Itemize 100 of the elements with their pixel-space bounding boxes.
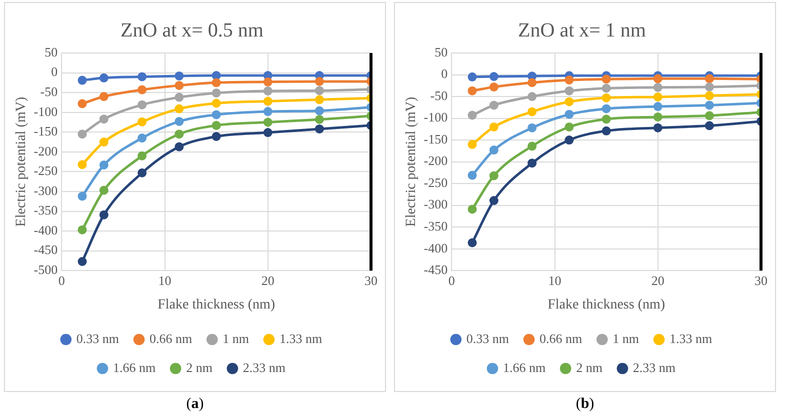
- point: [212, 88, 221, 98]
- y-tick-label: 0: [441, 66, 448, 82]
- point: [174, 142, 184, 152]
- y-tick-label: -200: [34, 143, 58, 158]
- point: [468, 140, 477, 149]
- point: [263, 107, 272, 116]
- point: [653, 92, 662, 102]
- legend-label: 2 nm: [576, 360, 602, 375]
- point: [314, 86, 324, 96]
- point: [528, 78, 537, 88]
- point: [212, 132, 221, 141]
- point: [704, 91, 714, 100]
- point: [653, 82, 662, 92]
- point: [314, 95, 324, 104]
- y-tick-label: -250: [424, 174, 448, 190]
- point: [212, 110, 221, 120]
- y-tick-label: -150: [424, 131, 448, 146]
- y-tick-label: 50: [44, 44, 58, 60]
- chart-title: ZnO at x= 0.5 nm: [120, 19, 264, 42]
- y-axis-title: Electric potential (mV): [404, 96, 420, 227]
- y-tick-label: 50: [434, 44, 448, 60]
- legend-label: 1.33 nm: [279, 330, 322, 346]
- legend-label: 0.66 nm: [540, 330, 582, 346]
- legend-label: 2.33 nm: [632, 360, 676, 375]
- point: [174, 104, 184, 114]
- point: [468, 72, 477, 82]
- point: [99, 92, 108, 102]
- point: [602, 84, 611, 93]
- legend-label: 2.33 nm: [242, 360, 286, 375]
- point: [704, 82, 714, 92]
- point: [653, 123, 662, 132]
- point: [174, 130, 184, 139]
- point: [138, 168, 147, 178]
- text: (b): [574, 396, 596, 413]
- y-tick-label: -50: [430, 88, 448, 103]
- x-tick-label: 20: [651, 272, 664, 288]
- point: [489, 100, 498, 110]
- point: [138, 151, 147, 160]
- point: [489, 122, 498, 132]
- point: [263, 118, 272, 127]
- point: [528, 142, 537, 151]
- point: [489, 82, 498, 92]
- point: [564, 86, 574, 96]
- point: [653, 74, 662, 84]
- point: [314, 114, 324, 124]
- point: [314, 76, 324, 86]
- point: [564, 75, 574, 84]
- point: [99, 210, 108, 220]
- point: [99, 160, 108, 170]
- point: [314, 106, 324, 116]
- legend-label: 0.66 nm: [150, 330, 192, 346]
- point: [212, 98, 221, 108]
- point: [564, 122, 574, 132]
- point: [263, 128, 272, 138]
- y-tick-label: -350: [34, 202, 58, 218]
- y-tick-label: -400: [424, 240, 448, 256]
- point: [653, 102, 662, 112]
- point: [468, 238, 477, 248]
- point: [174, 80, 184, 90]
- point: [99, 186, 108, 195]
- y-axis-title: Electric potential (mV): [14, 96, 30, 227]
- point: [489, 72, 498, 81]
- point: [314, 124, 324, 134]
- point: [138, 72, 147, 82]
- point: [528, 123, 537, 132]
- point: [138, 85, 147, 94]
- x-axis-title: Flake thickness (nm): [158, 297, 276, 312]
- point: [468, 110, 477, 120]
- point: [528, 107, 537, 116]
- point: [704, 100, 714, 110]
- point: [78, 225, 87, 234]
- point: [468, 170, 477, 180]
- y-tick-label: -400: [34, 222, 58, 238]
- point: [212, 78, 221, 88]
- y-tick-label: -350: [424, 218, 448, 234]
- y-tick-label: -450: [34, 242, 58, 258]
- x-tick-label: 10: [548, 272, 562, 288]
- x-tick-label: 30: [754, 272, 768, 288]
- point: [138, 134, 147, 143]
- chart-title: ZnO at x= 1 nm: [518, 19, 646, 42]
- y-tick-label: -450: [424, 262, 448, 278]
- point: [78, 130, 87, 139]
- y-tick-label: -200: [424, 153, 448, 168]
- point: [602, 126, 611, 136]
- point: [78, 76, 87, 85]
- point: [602, 93, 611, 102]
- text: (a): [185, 396, 205, 413]
- point: [174, 92, 184, 102]
- point: [704, 111, 714, 120]
- x-axis-title: Flake thickness (nm): [548, 297, 666, 312]
- point: [704, 121, 714, 130]
- point: [78, 160, 87, 170]
- point: [564, 136, 574, 145]
- point: [263, 77, 272, 86]
- point: [99, 73, 108, 82]
- y-tick-label: -150: [34, 124, 58, 139]
- legend-label: 1 nm: [612, 330, 639, 346]
- point: [489, 171, 498, 180]
- point: [468, 204, 477, 214]
- point: [468, 86, 477, 96]
